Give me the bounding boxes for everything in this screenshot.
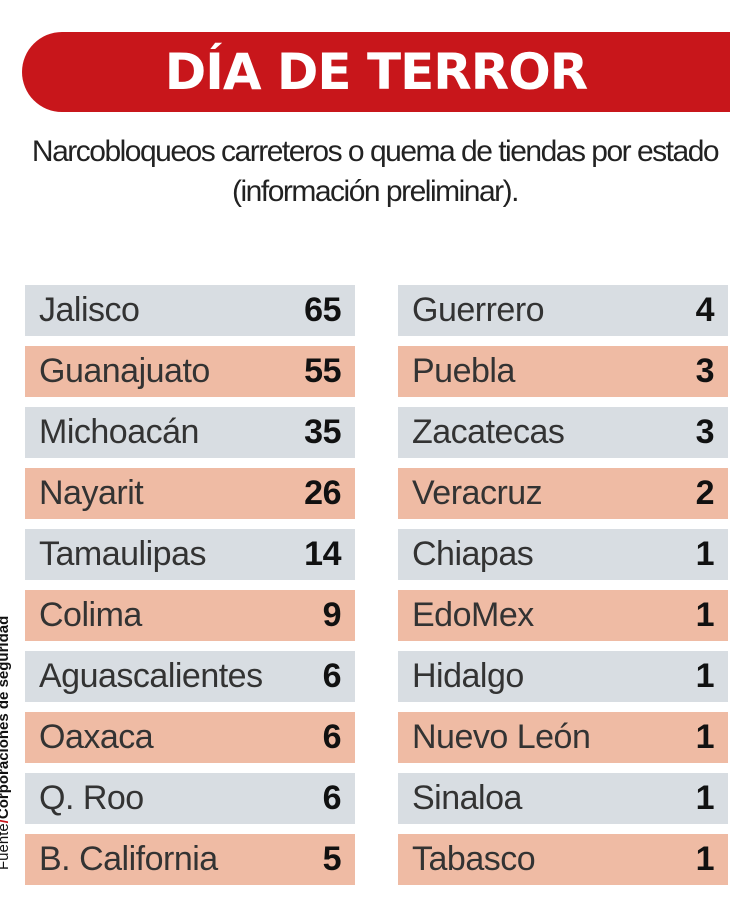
state-name: Veracruz [412, 474, 543, 512]
subtitle: Narcobloqueos carreteros o quema de tien… [31, 135, 720, 208]
source-note: Fuente/Corporaciones de seguridad [0, 616, 12, 870]
state-name: Tamaulipas [39, 535, 206, 573]
state-value: 1 [695, 657, 715, 695]
state-name: Tabasco [412, 840, 536, 878]
state-name: Colima [39, 596, 142, 634]
table-row: Guanajuato 55 [25, 346, 355, 397]
state-value: 1 [695, 840, 715, 878]
table-row: EdoMex 1 [398, 590, 728, 641]
state-name: Q. Roo [39, 779, 144, 817]
state-value: 1 [695, 718, 715, 756]
state-name: Puebla [412, 352, 515, 390]
state-value: 4 [695, 291, 715, 329]
state-value: 6 [322, 779, 342, 817]
state-value: 9 [322, 596, 342, 634]
state-name: Michoacán [39, 413, 199, 451]
source-label: Fuente [0, 823, 12, 870]
state-value: 2 [695, 474, 715, 512]
state-name: Jalisco [39, 291, 140, 329]
state-value: 35 [304, 413, 341, 451]
state-name: EdoMex [412, 596, 534, 634]
state-name: Guanajuato [39, 352, 210, 390]
state-name: Nayarit [39, 474, 144, 512]
title: DÍA DE TERROR [164, 43, 589, 101]
table-row: Michoacán 35 [25, 407, 355, 458]
table-row: Hidalgo 1 [398, 651, 728, 702]
state-value: 55 [304, 352, 341, 390]
state-value: 3 [695, 413, 715, 451]
state-name: Hidalgo [412, 657, 524, 695]
state-name: Sinaloa [412, 779, 522, 817]
source-separator: / [0, 819, 12, 823]
table-row: Zacatecas 3 [398, 407, 728, 458]
title-banner: DÍA DE TERROR [22, 32, 730, 112]
table-row: Jalisco 65 [25, 285, 355, 336]
table-row: Oaxaca 6 [25, 712, 355, 763]
table-row: Chiapas 1 [398, 529, 728, 580]
source-text: Corporaciones de seguridad [0, 615, 12, 820]
table-row: Nuevo León 1 [398, 712, 728, 763]
state-name: Zacatecas [412, 413, 565, 451]
state-value: 14 [304, 535, 341, 573]
table-row: Guerrero 4 [398, 285, 728, 336]
table-row: Nayarit 26 [25, 468, 355, 519]
table-row: Tamaulipas 14 [25, 529, 355, 580]
state-value: 1 [695, 596, 715, 634]
table-row: Aguascalientes 6 [25, 651, 355, 702]
table-row: B. California 5 [25, 834, 355, 885]
table-row: Tabasco 1 [398, 834, 728, 885]
table-row: Sinaloa 1 [398, 773, 728, 824]
state-value: 5 [322, 840, 342, 878]
state-name: B. California [39, 840, 218, 878]
table-row: Veracruz 2 [398, 468, 728, 519]
state-name: Guerrero [412, 291, 545, 329]
table-row: Colima 9 [25, 590, 355, 641]
table-row: Q. Roo 6 [25, 773, 355, 824]
state-value: 1 [695, 535, 715, 573]
state-name: Nuevo León [412, 718, 591, 756]
state-value: 65 [304, 291, 341, 329]
state-name: Oaxaca [39, 718, 154, 756]
state-value: 3 [695, 352, 715, 390]
table-column-right: Guerrero 4 Puebla 3 Zacatecas 3 Veracruz 2 Chiap… [398, 285, 728, 895]
state-value: 26 [304, 474, 341, 512]
state-name: Aguascalientes [39, 657, 263, 695]
state-name: Chiapas [412, 535, 534, 573]
state-value: 1 [695, 779, 715, 817]
state-value: 6 [322, 718, 342, 756]
table-row: Puebla 3 [398, 346, 728, 397]
table-column-left: Jalisco 65 Guanajuato 55 Michoacán 35 Nayarit 2… [25, 285, 355, 895]
state-value: 6 [322, 657, 342, 695]
